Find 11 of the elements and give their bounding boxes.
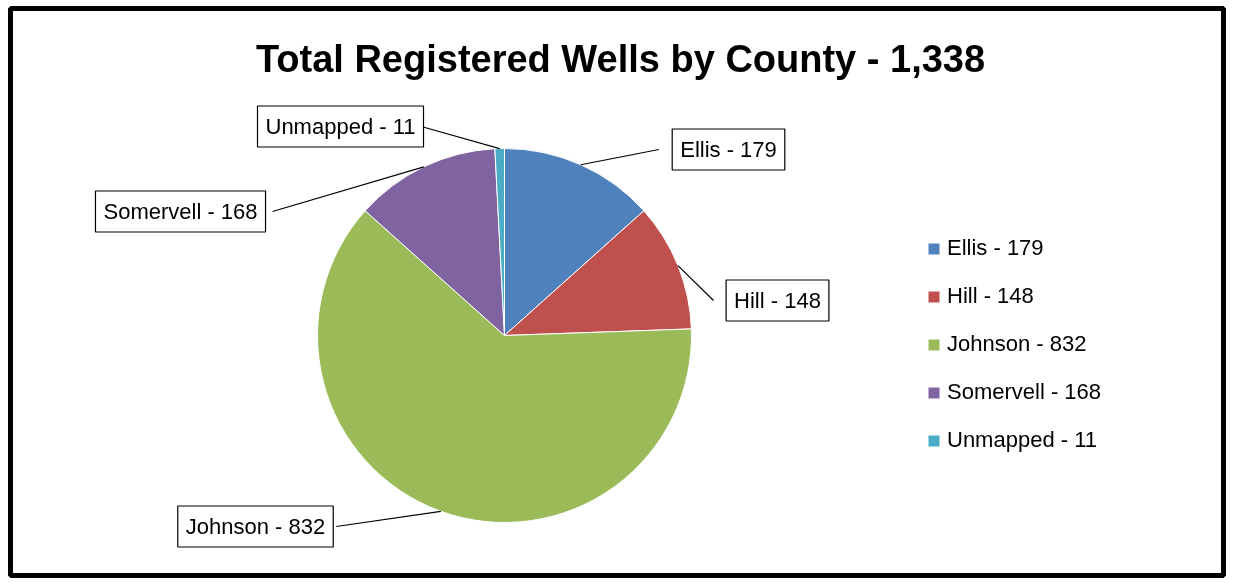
slice-label: Somervell - 168 (103, 199, 258, 224)
legend-label: Johnson - 832 (947, 331, 1087, 357)
chart-title: Total Registered Wells by County - 1,338 (255, 37, 986, 80)
slice-label: Unmapped - 11 (265, 114, 416, 139)
slice-label: Hill - 148 (734, 288, 821, 313)
legend-label: Hill - 148 (947, 283, 1034, 309)
legend-label: Ellis - 179 (947, 235, 1044, 261)
slice-label: Ellis - 179 (680, 137, 777, 162)
legend-label: Somervell - 168 (947, 379, 1102, 405)
legend-label: Unmapped - 11 (947, 427, 1098, 453)
slice-label: Johnson - 832 (185, 514, 326, 539)
